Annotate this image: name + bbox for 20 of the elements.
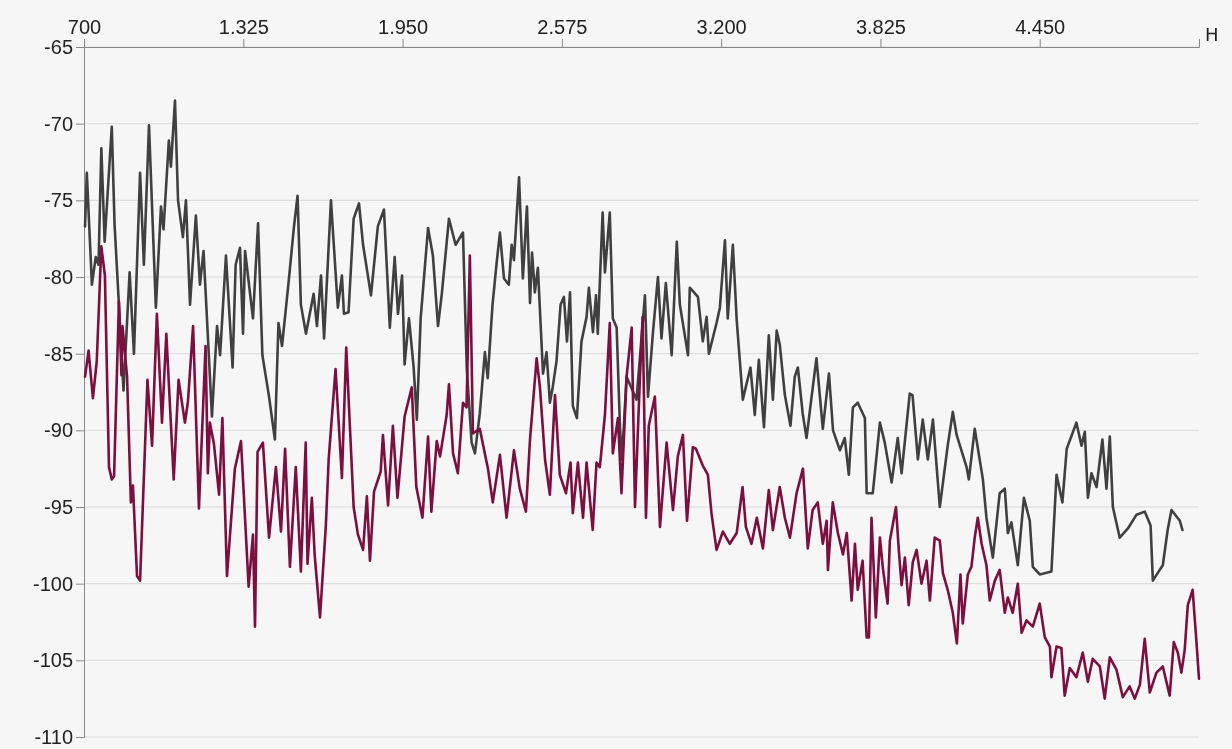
y-tick-label: -105 (32, 649, 73, 672)
x-tick-label: 3.200 (696, 16, 747, 38)
line-series (83, 245, 1201, 700)
y-tick-label: -75 (44, 189, 73, 212)
y-tick-label: -95 (44, 495, 73, 518)
x-tick-label: 1.325 (218, 16, 269, 38)
x-tick-label: 3.825 (855, 16, 906, 38)
y-tick-label: -65 (44, 35, 73, 58)
y-tick-label: -90 (44, 419, 73, 442)
x-tick-label: 700 (67, 16, 102, 38)
y-tick-label: -85 (44, 342, 73, 365)
x-tick-label: 2.575 (537, 16, 588, 38)
y-tick-label: -70 (44, 112, 73, 135)
y-tick-label: -110 (34, 725, 73, 748)
line-series (83, 99, 1184, 582)
x-tick-label: 4.450 (1015, 16, 1066, 38)
y-tick-label: -80 (44, 265, 73, 288)
y-tick-label: -100 (32, 572, 73, 595)
x-tick-label: 1.950 (378, 16, 429, 38)
x-axis-title: Н (1205, 24, 1219, 45)
